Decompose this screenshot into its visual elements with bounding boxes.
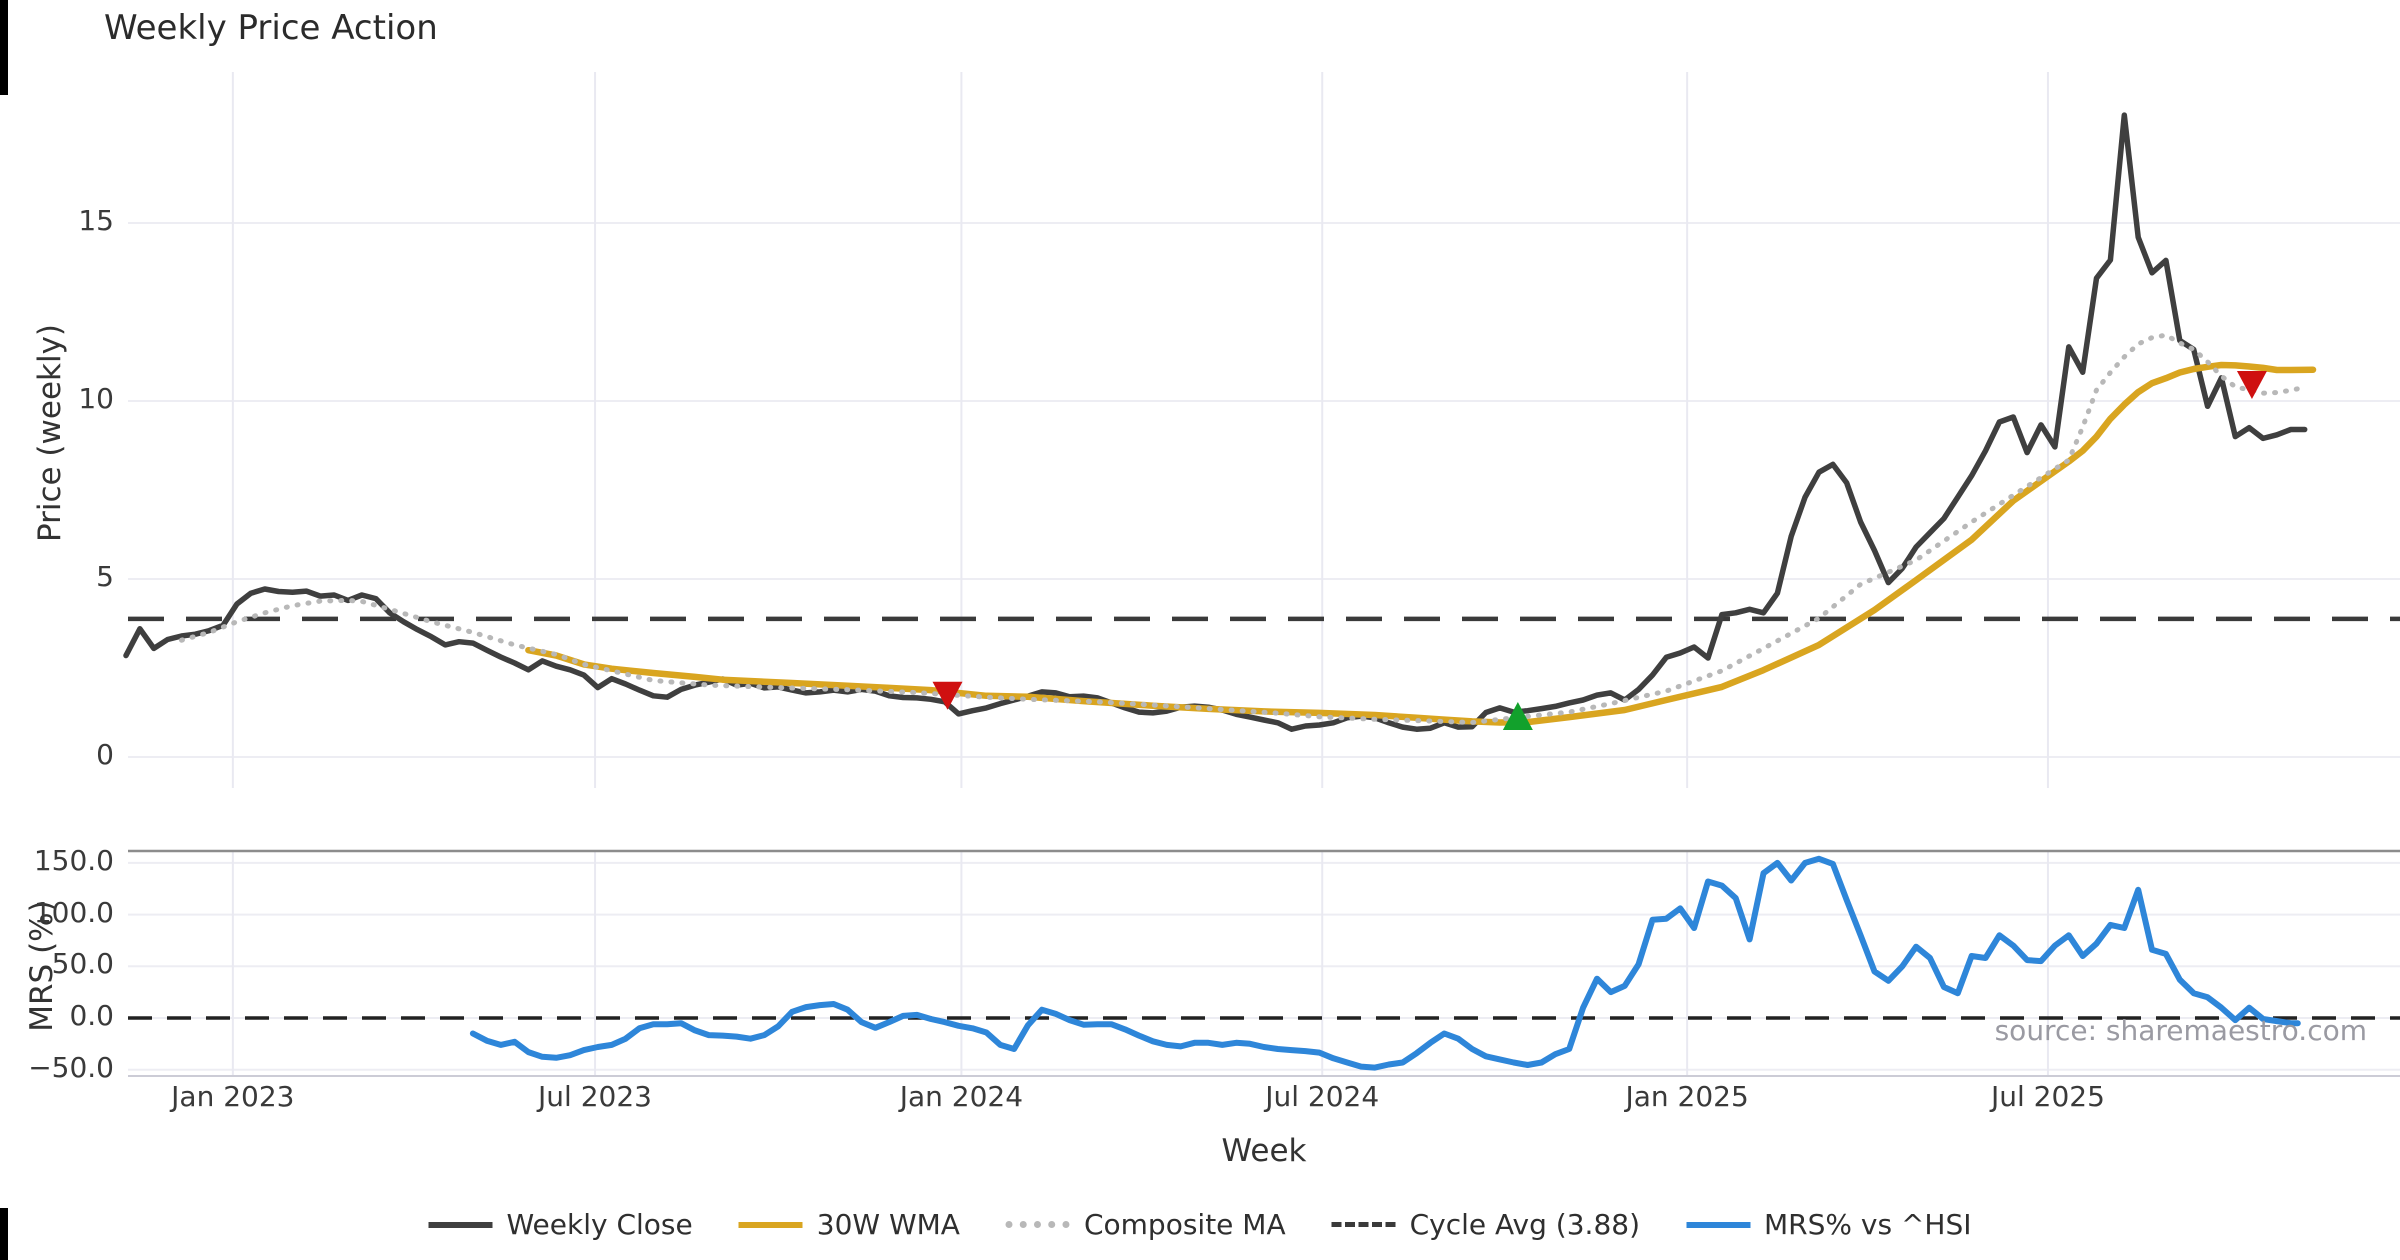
mrs-line-swatch: [1686, 1221, 1750, 1228]
y-tick-label: 50.0: [51, 947, 114, 981]
y-tick-label: 15: [78, 204, 114, 237]
x-tick-label: Jul 2024: [1265, 1080, 1380, 1113]
series-composite-ma: [179, 332, 2302, 725]
chart-legend: Weekly Close 30W WMA Composite MA Cycle …: [428, 1208, 1972, 1241]
y-tick-label: 0.0: [69, 999, 114, 1032]
y-tick-label: 0: [96, 738, 114, 771]
weekly-close-line-swatch: [428, 1221, 493, 1228]
legend-label: Cycle Avg (3.88): [1409, 1208, 1640, 1241]
series-weekly-close: [123, 112, 2308, 732]
y-tick-label: −50.0: [28, 1050, 114, 1084]
series-mrs-vs-hsi: [469, 855, 2301, 1071]
y-tick-label: 100.0: [33, 895, 114, 929]
source-watermark: source: sharemaestro.com: [1994, 1014, 2367, 1047]
left-edge-artifact-bottom: [0, 1208, 8, 1260]
series-30w-wma: [525, 361, 2317, 726]
legend-label: MRS% vs ^HSI: [1764, 1208, 1972, 1241]
x-axis-label: Week: [1221, 1133, 1307, 1169]
legend-label: Weekly Close: [506, 1208, 693, 1241]
legend-item-mrs: MRS% vs ^HSI: [1686, 1208, 1972, 1241]
y-tick-label: 5: [96, 560, 114, 593]
chart-title: Weekly Price Action: [104, 8, 438, 48]
wma-line-swatch: [738, 1221, 803, 1228]
legend-item-weekly-close: Weekly Close: [428, 1208, 693, 1241]
triangle-down-marker: [2236, 370, 2267, 399]
y-tick-label: 10: [78, 382, 114, 415]
x-tick-label: Jan 2025: [1625, 1080, 1749, 1113]
x-tick-label: Jul 2025: [1990, 1080, 2105, 1113]
legend-item-wma: 30W WMA: [738, 1208, 960, 1241]
x-tick-label: Jan 2023: [171, 1080, 295, 1113]
x-tick-label: Jul 2023: [538, 1080, 652, 1113]
legend-label: 30W WMA: [816, 1208, 960, 1241]
x-tick-label: Jan 2024: [899, 1080, 1024, 1113]
composite-ma-line-swatch: [1005, 1221, 1070, 1228]
legend-label: Composite MA: [1083, 1208, 1286, 1241]
triangle-up-marker: [1502, 702, 1533, 731]
legend-item-composite-ma: Composite MA: [1005, 1208, 1286, 1241]
price-axis-label: Price (weekly): [32, 323, 68, 543]
cycle-avg-line-swatch: [1331, 1222, 1396, 1227]
triangle-down-marker: [932, 681, 963, 710]
y-tick-label: 150.0: [33, 843, 114, 877]
legend-item-cycle-avg: Cycle Avg (3.88): [1331, 1208, 1640, 1241]
left-edge-artifact-top: [0, 0, 8, 95]
